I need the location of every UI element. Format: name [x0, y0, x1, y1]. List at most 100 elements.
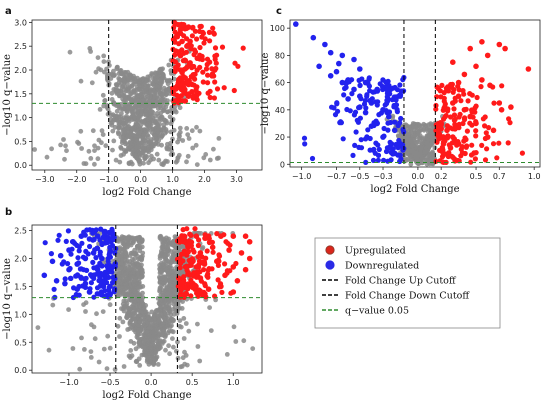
panel-b-downregulated-point-27: [94, 266, 101, 273]
panel-c-ytick-label: 0: [280, 160, 285, 169]
panel-c-upregulated-point-17: [490, 127, 497, 134]
panel-b-upregulated-point-29: [179, 280, 186, 287]
panel-c-downregulated-point-19: [374, 120, 381, 127]
panel-b-downregulated-point-2: [57, 252, 64, 259]
panel-c-xtick-label: −1.0: [292, 172, 311, 181]
panel-c-xtick-label: 0.0: [412, 172, 425, 181]
panel-c-label: c: [276, 6, 282, 17]
legend: Upregulated Downregulated Fold Change Up C…: [314, 237, 501, 329]
panel-a-upregulated-point-6: [184, 43, 190, 49]
panel-c-downregulated-point-1: [310, 34, 317, 41]
panel-b-plot: −1.0 −0.5 0.0 0.5 1.0 0.0 0.5 1.0 1.5 2.0 2.5 log2 …: [2, 224, 263, 401]
panel-a-upregulated-point-16: [173, 86, 179, 92]
panel-b-upregulated-point-6: [246, 239, 253, 245]
panel-b-upregulated-point-24: [230, 289, 237, 295]
panel-b-upregulated-point-11: [238, 250, 245, 256]
panel-b-downregulated-point-19: [107, 283, 113, 290]
panel-b-frame: [31, 224, 263, 374]
panel-b-upregulated-point-26: [201, 292, 208, 298]
panel-b-upregulated-point-20: [234, 278, 241, 284]
panel-c-upregulated-point-3: [484, 52, 491, 59]
panel-b-xlabel: log2 Fold Change: [102, 390, 191, 401]
legend-item-3: Fold Change Down Cutoff: [322, 291, 470, 302]
panel-c-upregulated-point-25: [450, 134, 456, 140]
panel-c-downregulated-point-15: [351, 86, 357, 93]
panel-c-downregulated-point-28: [327, 73, 334, 79]
panel-a-upregulated-point-14: [184, 79, 190, 85]
legend-item-2: Fold Change Up Cutoff: [322, 276, 457, 287]
legend-box: [314, 237, 501, 329]
panel-a-upregulated-point-23: [187, 38, 193, 45]
panel-b-upregulated-point-28: [177, 255, 183, 262]
panel-c-upregulated-point-11: [487, 82, 493, 89]
panel-b-downregulated-point-12: [82, 255, 89, 262]
panel-c-downregulated-point-26: [357, 104, 363, 110]
panel-c-downregulated-point-23: [386, 145, 392, 151]
panel-c-frame: [289, 19, 541, 168]
panel-c-downregulated-point-24: [391, 150, 398, 157]
panel-a-upregulated-point-9: [182, 57, 189, 64]
panel-b-ytick-label: 0.5: [14, 338, 27, 347]
legend-label: Upregulated: [345, 246, 406, 257]
panel-a-upregulated-point-4: [174, 33, 181, 40]
panel-a-upregulated-point-22: [190, 72, 197, 78]
panel-c-upregulated-point-26: [440, 141, 447, 147]
legend-marker: [325, 245, 335, 255]
panel-c-ylabel: −log10 q−value: [260, 52, 271, 134]
panel-c-downregulated-point-18: [386, 113, 392, 120]
panel-c-upregulated-point-22: [461, 107, 468, 113]
panel-c-downregulated-point-25: [368, 123, 375, 129]
panel-c-upregulated-point-16: [473, 120, 479, 127]
panel-c-upregulated-point-9: [461, 71, 468, 78]
panel-c-ytick-label: 40: [275, 106, 285, 115]
panel-b-upregulated-point-25: [181, 292, 187, 298]
panel-b-downregulated-point-4: [70, 239, 76, 245]
panel-a-upregulated-point-3: [185, 24, 192, 30]
panel-b-downregulated-point-13: [90, 250, 97, 256]
panel-a-upregulated-point-13: [176, 76, 182, 83]
panel-c-ytick-label: 60: [275, 79, 285, 88]
panel-b-label: b: [5, 207, 12, 218]
panel-a-upregulated-point-10: [187, 60, 193, 66]
panel-a-ytick-label: 2.5: [14, 42, 27, 51]
panel-b-upregulated-point-1: [193, 233, 200, 239]
panel-c-downregulated-point-21: [380, 134, 386, 140]
panel-c-upregulated-point-7: [473, 63, 479, 70]
panel-c-upregulated-point-29: [455, 141, 462, 147]
panel-c-downregulated-point-0: [293, 21, 299, 27]
panel-a-xtick-label: −1.0: [99, 175, 118, 184]
panel-a-ytick-label: 3.0: [14, 18, 27, 27]
legend-label: Downregulated: [345, 261, 419, 272]
panel-b-downregulated-point-3: [66, 247, 72, 253]
panel-c-upregulated-point-24: [444, 127, 450, 134]
panel-b-upregulated-point-13: [201, 261, 208, 267]
panel-c-ytick-label: 80: [275, 51, 285, 60]
panel-a-plot: −3.0 −2.0 −1.0 0.0 1.0 2.0 3.0 0.0 0.5 1.0 1.5 2.0 2…: [2, 18, 263, 198]
panel-a-upregulated-point-24: [177, 26, 184, 33]
panel-b-upregulated-point-17: [185, 269, 191, 276]
panel-c-upregulated-point-19: [450, 100, 456, 106]
panel-c-upregulated-point-20: [444, 86, 450, 93]
panel-b-upregulated-point-10: [226, 247, 232, 253]
panel-a-upregulated-point-7: [173, 48, 179, 54]
panel-c-xtick-label: −0.5: [350, 172, 369, 181]
panel-b-downregulated-point-5: [78, 233, 85, 239]
panel-b-upregulated-point-7: [185, 244, 191, 251]
panel-b-xtick-label: 0.0: [145, 378, 158, 387]
panel-c-downregulated-point-22: [397, 141, 404, 147]
panel-a-frame: [31, 19, 263, 171]
panel-c-nonsignificant-points: [301, 74, 526, 167]
panel-a-xtick-label: 2.0: [198, 175, 211, 184]
panel-b-upregulated-point-0: [181, 233, 187, 239]
panel-b-downregulated-point-22: [86, 289, 93, 295]
panel-b-upregulated-point-27: [242, 266, 249, 273]
panel-c-upregulated-point-27: [438, 147, 445, 154]
panel-b-downregulated-point-18: [99, 278, 105, 284]
panel-b-upregulated-point-9: [209, 244, 216, 251]
panel-c-upregulated-point-23: [438, 120, 445, 127]
panel-b-xtick-label: 0.5: [186, 378, 199, 387]
panel-b-ytick-label: 2.0: [14, 255, 27, 264]
panel-b-upregulated-point-5: [242, 233, 249, 239]
panel-b-xtick-label: −1.0: [59, 378, 78, 387]
panel-b-upregulated-point-15: [230, 264, 237, 270]
